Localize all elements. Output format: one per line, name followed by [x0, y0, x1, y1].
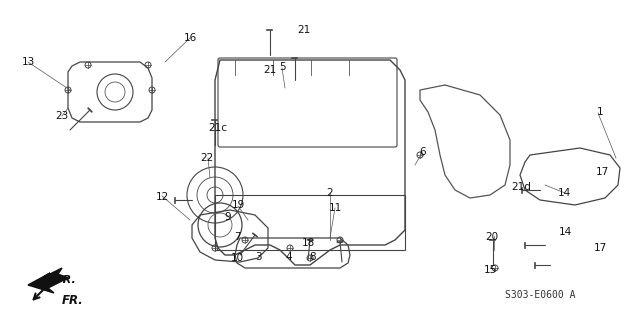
Text: 18: 18 — [301, 238, 315, 248]
Text: 2: 2 — [327, 188, 333, 198]
Text: 22: 22 — [200, 153, 214, 163]
Bar — [215, 195, 405, 250]
Text: 16: 16 — [183, 33, 197, 43]
Text: 10: 10 — [230, 253, 244, 263]
Text: 17: 17 — [593, 243, 607, 253]
Polygon shape — [28, 268, 68, 293]
Text: 5: 5 — [279, 62, 286, 72]
Text: 8: 8 — [309, 252, 316, 262]
Text: 14: 14 — [558, 227, 572, 237]
Text: 19: 19 — [232, 200, 244, 210]
Text: 21d: 21d — [511, 182, 531, 192]
Text: 23: 23 — [56, 111, 69, 121]
Text: 15: 15 — [484, 265, 496, 275]
Text: 3: 3 — [255, 252, 262, 262]
Text: 11: 11 — [329, 203, 341, 213]
Text: 21: 21 — [263, 65, 277, 75]
Text: 9: 9 — [225, 212, 232, 222]
Text: 14: 14 — [558, 188, 570, 198]
Text: 6: 6 — [420, 147, 426, 157]
Text: 12: 12 — [156, 192, 168, 202]
Text: FR.: FR. — [62, 294, 84, 308]
Text: 20: 20 — [486, 232, 498, 242]
Text: 1: 1 — [597, 107, 604, 117]
Text: 21: 21 — [297, 25, 311, 35]
Text: 7: 7 — [234, 232, 241, 242]
Text: 4: 4 — [286, 252, 292, 262]
Text: FR.: FR. — [56, 275, 77, 285]
Text: S303-E0600 A: S303-E0600 A — [505, 290, 575, 300]
Text: 17: 17 — [595, 167, 609, 177]
Text: 13: 13 — [22, 57, 34, 67]
Text: 21c: 21c — [209, 123, 228, 133]
